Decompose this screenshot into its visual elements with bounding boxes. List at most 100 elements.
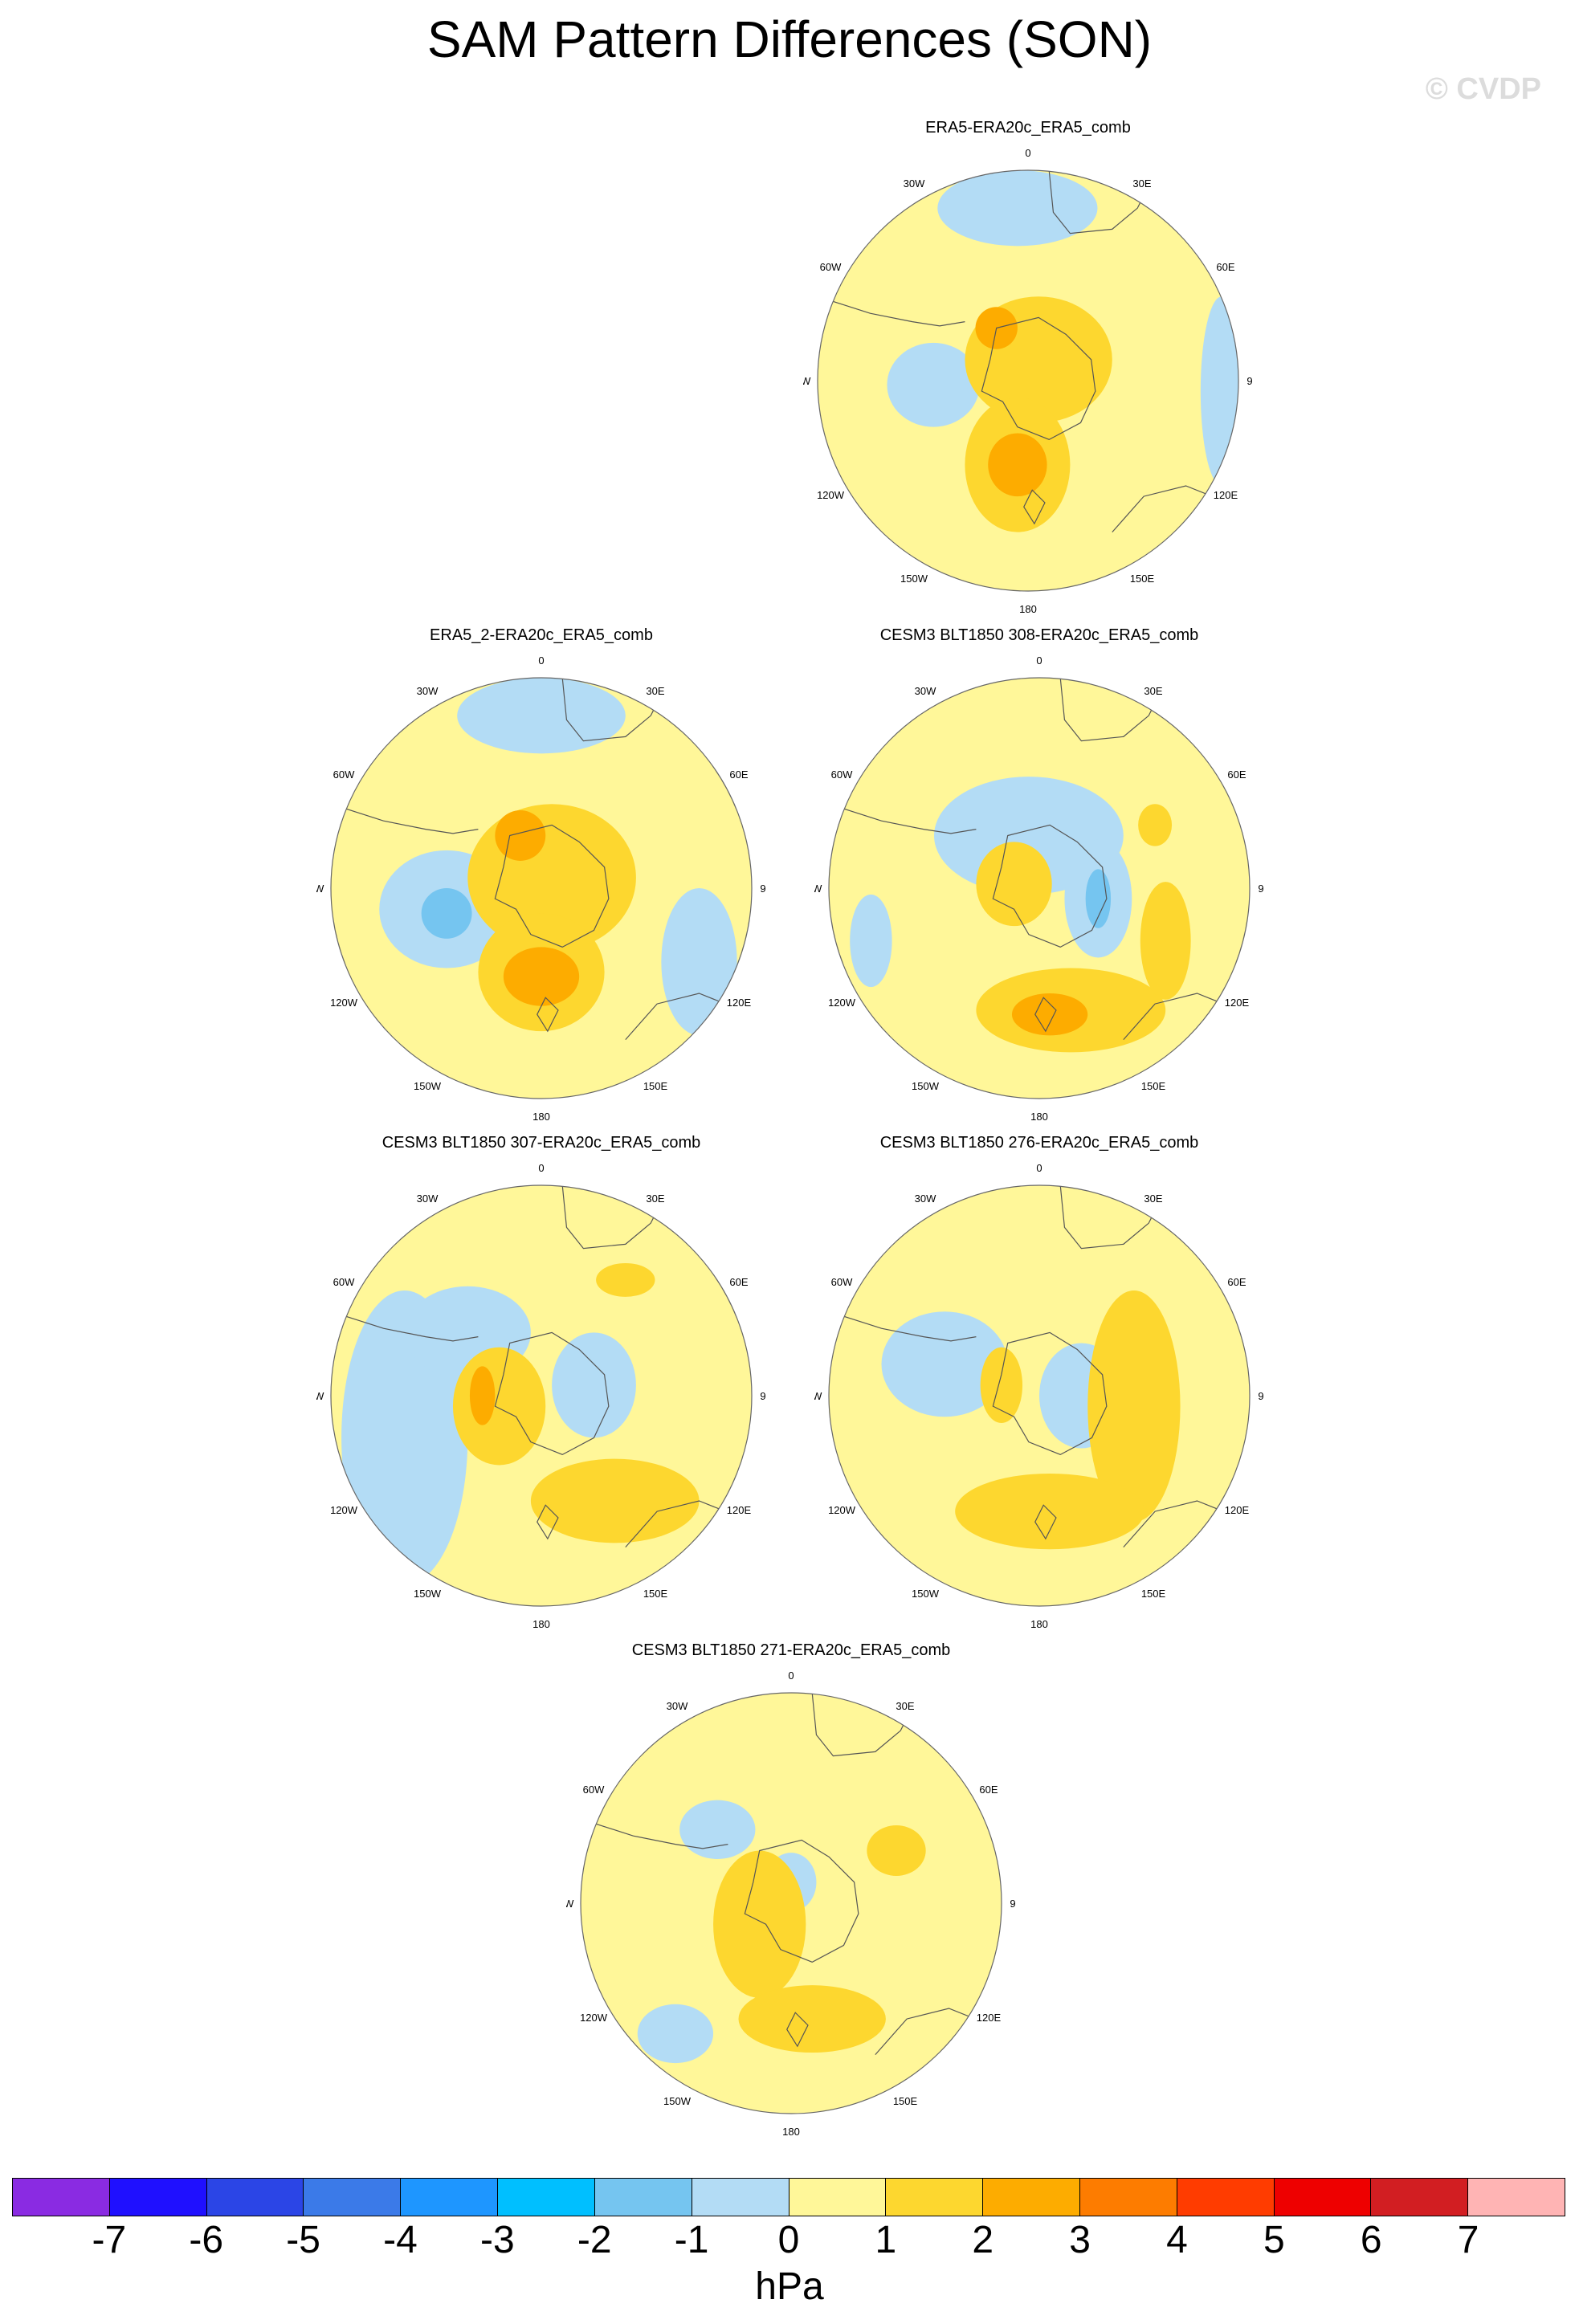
map-panel-cesm3-271: CESM3 BLT1850 271-ERA20c_ERA5_comb 0 30E 6… <box>566 1641 1016 2155</box>
longitude-label: 180 <box>532 1618 550 1630</box>
colorbar-tick-label: 4 <box>1166 2219 1188 2261</box>
longitude-label: 150E <box>1141 1080 1166 1092</box>
longitude-label: 60W <box>820 261 842 273</box>
longitude-label: 120E <box>977 2012 1002 2024</box>
anomaly-contour <box>738 1985 886 2053</box>
longitude-label: 90W <box>316 883 324 895</box>
longitude-label: 180 <box>1030 1618 1048 1630</box>
longitude-label: 30W <box>915 685 936 697</box>
longitude-label: 150E <box>893 2095 918 2107</box>
coastline <box>992 1331 1108 1456</box>
coastline <box>1059 678 1156 742</box>
anomaly-contour <box>1011 993 1088 1036</box>
longitude-label: 120W <box>828 997 856 1009</box>
colorbar <box>12 2178 1565 2216</box>
coastline <box>744 1839 859 1963</box>
polar-map: 0 30E 60E 90E 120E 150E 180 150W 120W 90W 60W 30W <box>814 654 1264 1123</box>
longitude-label: 0 <box>1036 1162 1042 1174</box>
longitude-label: 120W <box>828 1504 856 1516</box>
longitude-label: 30E <box>1144 685 1162 697</box>
coastline <box>829 1311 977 1342</box>
longitude-label: 60W <box>333 1276 355 1288</box>
colorbar-swatch <box>1371 2179 1469 2216</box>
anomaly-contour <box>887 342 980 427</box>
longitude-label: 150E <box>643 1588 668 1600</box>
longitude-label: 120W <box>817 489 845 501</box>
longitude-label: 90E <box>1258 883 1264 895</box>
longitude-label: 150E <box>643 1080 668 1092</box>
anomaly-contour <box>713 1850 806 1998</box>
longitude-label: 60W <box>831 769 853 781</box>
longitude-label: 90E <box>1010 1898 1016 1910</box>
colorbar-tick-label: -2 <box>577 2219 612 2261</box>
map-panel-cesm3-308: CESM3 BLT1850 308-ERA20c_ERA5_comb 0 30E 6… <box>814 626 1264 1140</box>
coastline <box>829 803 977 834</box>
longitude-label: 120E <box>1214 489 1238 501</box>
colorbar-tick-labels: -7 -6 -5 -4 -3 -2 -1 0 1 2 3 4 5 6 7 <box>12 2218 1565 2274</box>
longitude-label: 30W <box>417 1193 439 1205</box>
map-border <box>817 169 1239 592</box>
colorbar-tick-label: -4 <box>383 2219 418 2261</box>
polar-map: 0 30E 60E 90E 120E 150E 180 150W 120W 90W 60W 30W <box>316 654 766 1123</box>
coastline <box>581 1818 728 1849</box>
colorbar-tick-label: 0 <box>777 2219 800 2261</box>
colorbar-swatch <box>1079 2179 1177 2216</box>
panel-title: CESM3 BLT1850 276-ERA20c_ERA5_comb <box>879 1134 1199 1152</box>
longitude-label: 30E <box>1132 177 1151 190</box>
longitude-label: 120E <box>727 997 752 1009</box>
longitude-label: 60E <box>1227 1276 1246 1288</box>
longitude-label: 90E <box>760 1390 766 1402</box>
colorbar-swatch <box>304 2179 402 2216</box>
colorbar-swatch <box>983 2179 1080 2216</box>
longitude-label: 30W <box>904 177 925 190</box>
coastline <box>992 824 1108 948</box>
anomaly-contour <box>867 1825 926 1876</box>
anomaly-contour <box>980 1347 1023 1424</box>
map-panel-cesm3-307: CESM3 BLT1850 307-ERA20c_ERA5_comb 0 30E 6… <box>316 1134 766 1648</box>
coastlines <box>818 170 1229 533</box>
longitude-label: 180 <box>532 1111 550 1123</box>
longitude-label: 120W <box>580 2012 608 2024</box>
longitude-label: 150W <box>912 1588 940 1600</box>
longitude-label: 150E <box>1141 1588 1166 1600</box>
colorbar-tick-label: 1 <box>875 2219 897 2261</box>
colorbar-swatch <box>401 2179 499 2216</box>
anomaly-contour <box>530 1458 700 1543</box>
colorbar-swatch <box>692 2179 790 2216</box>
colorbar-swatch <box>109 2179 207 2216</box>
anomaly-contour <box>452 1347 546 1466</box>
anomaly-contour <box>679 1800 756 1859</box>
colorbar-swatch <box>206 2179 304 2216</box>
longitude-label: 90W <box>316 1390 324 1402</box>
coastline <box>331 803 479 834</box>
map-border <box>828 1184 1251 1607</box>
longitude-label: 60E <box>729 769 748 781</box>
longitude-label: 60W <box>831 1276 853 1288</box>
coastline <box>981 316 1096 441</box>
map-panel-era5-2: ERA5_2-ERA20c_ERA5_comb 0 30E 60E 90E 120E 15… <box>316 626 766 1140</box>
longitude-label: 0 <box>538 654 544 667</box>
longitude-label: 0 <box>1036 654 1042 667</box>
colorbar-swatch <box>886 2179 984 2216</box>
longitude-label: 90W <box>566 1898 574 1910</box>
coastlines <box>581 1693 992 2056</box>
coastlines <box>829 678 1240 1041</box>
coastline <box>494 1331 610 1456</box>
longitude-label: 120E <box>1225 1504 1250 1516</box>
anomaly-contour <box>495 810 546 861</box>
longitude-label: 90E <box>1258 1390 1264 1402</box>
longitude-label: 90W <box>814 1390 822 1402</box>
longitude-label: 90E <box>1246 375 1253 387</box>
longitude-label: 60E <box>729 1276 748 1288</box>
polar-map: 0 30E 60E 90E 120E 150E 180 150W 120W 90W 60W 30W <box>814 1162 1264 1630</box>
coastline <box>561 1185 658 1250</box>
colorbar-swatch <box>498 2179 595 2216</box>
coastline <box>818 296 965 327</box>
coastline <box>331 1311 479 1342</box>
anomaly-contour <box>552 1332 636 1438</box>
anomaly-contour <box>457 678 626 754</box>
colorbar-tick-label: -6 <box>189 2219 224 2261</box>
polar-map: 0 30E 60E 90E 120E 150E 180 150W 120W 90W 60W 30W <box>566 1670 1016 2138</box>
colorbar-tick-label: -7 <box>92 2219 127 2261</box>
colorbar-tick-label: -3 <box>480 2219 515 2261</box>
